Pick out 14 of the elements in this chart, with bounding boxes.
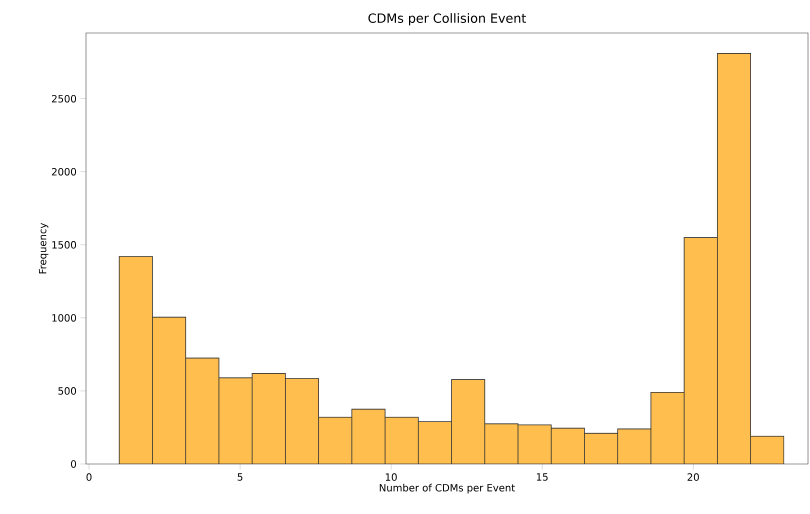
y-tick-label: 2000	[52, 168, 76, 176]
y-tick-label: 500	[58, 387, 76, 395]
y-tick-label: 1500	[52, 241, 76, 249]
x-axis-title: Number of CDMs per Event	[380, 484, 515, 494]
y-tick-label: 2500	[52, 94, 76, 103]
x-tick-label: 20	[688, 473, 699, 481]
x-tick-label: 15	[536, 473, 548, 481]
y-tick-label: 1000	[52, 314, 76, 322]
x-tick-label: 5	[238, 473, 242, 481]
chart-title: CDMs per Collision Event	[368, 13, 526, 26]
x-tick-label: 10	[386, 473, 397, 481]
y-axis-title: Frequency	[38, 222, 48, 274]
y-tick-label: 0	[71, 460, 76, 468]
x-tick-label: 0	[86, 473, 92, 481]
